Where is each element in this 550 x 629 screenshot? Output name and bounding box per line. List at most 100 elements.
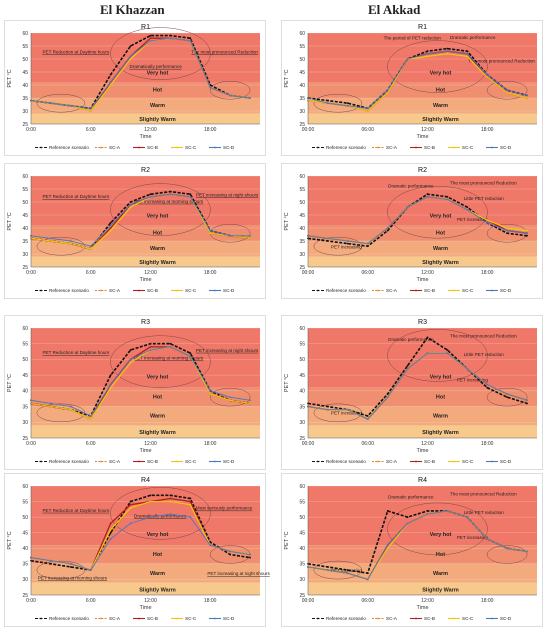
data-point (50, 559, 52, 562)
data-point (189, 516, 192, 519)
data-point (169, 190, 172, 193)
zone-hot-band (31, 82, 260, 98)
data-point (189, 352, 192, 355)
data-point (209, 544, 212, 547)
zone-label-warm: Warm (150, 414, 165, 420)
data-point (506, 547, 509, 550)
data-point (109, 227, 112, 229)
series-line-sc-d (307, 352, 528, 420)
data-point (209, 393, 212, 395)
chart-panel-left-r4: R4 25 30 35 40 45 50 55 60 PET °C 0:00 6:00 12:00 18:… (4, 473, 271, 627)
data-point (229, 553, 232, 556)
legend-label: SC-A (386, 288, 398, 293)
legend-marker (100, 289, 102, 292)
zone-warm-band (31, 563, 260, 583)
x-tick-label: 06:00 (361, 270, 374, 276)
y-tick-label: 30 (299, 109, 305, 115)
annotation-text: Most seriously performance (196, 506, 253, 511)
legend-marker (138, 289, 140, 292)
annotation-text: PET increasing (457, 378, 489, 383)
y-axis-label: PET °C (7, 531, 13, 549)
legend-label: SC-C (462, 616, 474, 621)
legend-marker (138, 617, 140, 620)
data-point (69, 566, 72, 568)
zone-label-warm: Warm (433, 103, 448, 109)
y-tick-label: 55 (22, 342, 28, 348)
data-point (169, 500, 172, 503)
data-point (169, 193, 172, 196)
annotation-text: PET increasing (457, 535, 489, 540)
data-point (366, 572, 369, 575)
y-axis-label: PET °C (284, 69, 290, 87)
data-point (386, 229, 389, 232)
data-point (189, 193, 192, 196)
zone-slightly-warm-band (308, 113, 537, 124)
zone-label-warm: Warm (150, 246, 165, 252)
legend-label: Reference scenario (326, 459, 366, 464)
y-tick-label: 45 (22, 531, 28, 537)
data-point (69, 408, 72, 411)
zone-warm-band (31, 241, 260, 257)
zone-hot-band (31, 545, 260, 564)
x-tick-label: 18:00 (481, 598, 494, 604)
highlight-ellipse (209, 387, 251, 407)
x-tick-label: 00:00 (302, 270, 315, 276)
zone-label-very-hot: Very hot (430, 532, 452, 538)
highlight-ellipse (486, 387, 528, 407)
zone-label-slightly-warm: Slightly Warm (139, 587, 176, 593)
x-tick-label: 6:00 (86, 598, 96, 604)
data-point (386, 547, 389, 550)
data-point (446, 349, 449, 351)
data-point (446, 198, 449, 201)
chart-panel-left-r1: R1 25 30 35 40 45 50 55 60 PET °C 0:00 6:00 12:00 18:… (4, 20, 266, 156)
data-point (209, 232, 212, 235)
highlight-ellipse (209, 80, 251, 100)
data-point (169, 342, 172, 345)
data-point (366, 418, 369, 421)
zone-warm-band (308, 563, 537, 583)
data-point (366, 245, 369, 248)
series-line-reference-scenario (30, 494, 251, 571)
data-point (366, 415, 369, 417)
zone-hot-band (308, 225, 537, 241)
data-point (129, 58, 132, 60)
data-point (109, 84, 112, 86)
annotation-text: The most pronounced Reduction (468, 58, 535, 63)
y-tick-label: 40 (22, 546, 28, 552)
legend-marker (491, 146, 493, 149)
series-line-sc-d (307, 50, 528, 109)
y-tick-label: 40 (299, 389, 305, 395)
legend-marker (100, 460, 102, 463)
legend-label: SC-D (223, 145, 235, 150)
legend-label: SC-B (424, 616, 435, 621)
y-tick-label: 55 (22, 44, 28, 50)
data-point (506, 232, 509, 235)
x-tick-label: 12:00 (144, 127, 157, 133)
data-point (506, 89, 509, 92)
zone-label-slightly-warm: Slightly Warm (139, 260, 176, 266)
legend-label: SC-D (223, 288, 235, 293)
zone-hot-band (308, 82, 537, 98)
data-point (406, 522, 409, 525)
zone-label-slightly-warm: Slightly Warm (422, 260, 459, 266)
data-point (149, 37, 152, 40)
data-point (249, 553, 251, 556)
y-tick-label: 50 (299, 515, 305, 521)
legend-marker (377, 146, 379, 149)
data-point (249, 402, 251, 405)
legend-marker (317, 617, 319, 620)
legend-marker (176, 146, 178, 149)
data-point (526, 402, 528, 405)
data-point (149, 516, 152, 519)
zone-warm-band (308, 98, 537, 114)
zone-hot-band (31, 387, 260, 407)
zone-label-hot: Hot (153, 231, 162, 237)
highlight-ellipse (387, 185, 488, 239)
legend-marker (415, 146, 417, 149)
annotation-text: The period of PET reduction (384, 36, 442, 41)
y-tick-label: 55 (22, 499, 28, 505)
data-point (169, 513, 172, 515)
zone-very-hot-band (308, 486, 537, 546)
series-line-sc-d (30, 346, 251, 417)
zone-hot-band (308, 387, 537, 407)
